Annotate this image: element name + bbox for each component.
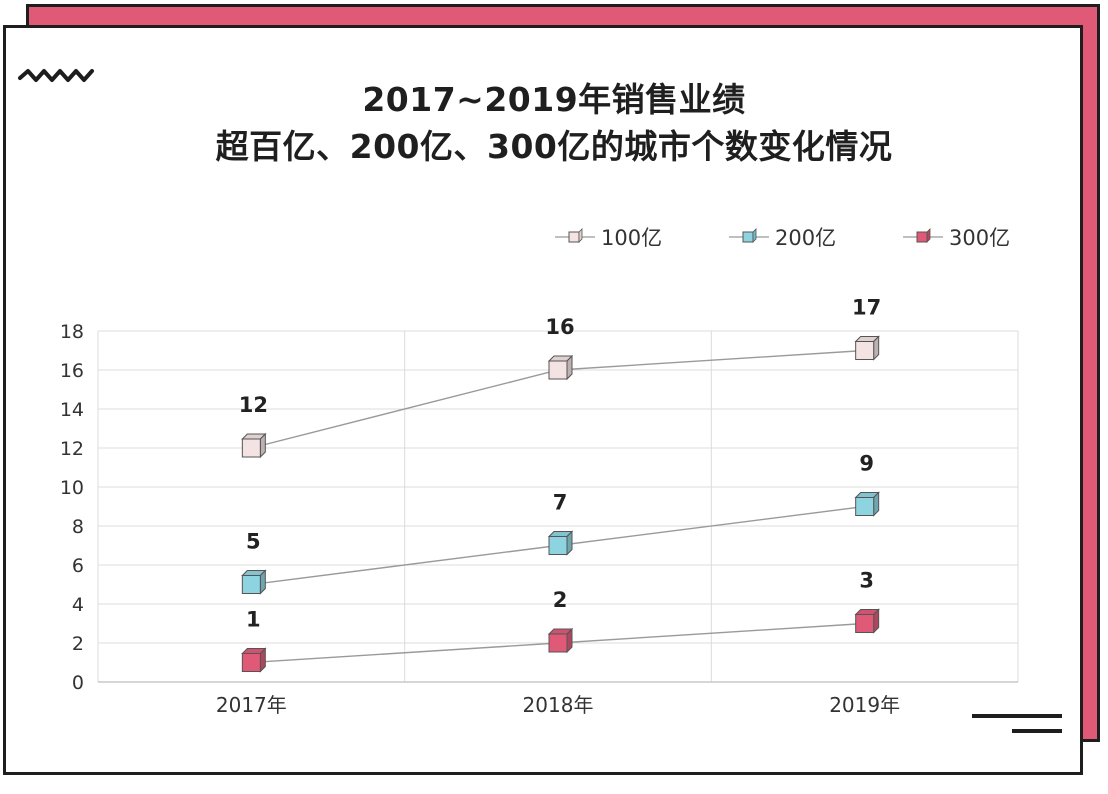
data-point bbox=[241, 438, 261, 458]
legend-marker-300-icon bbox=[903, 228, 943, 243]
data-label: 9 bbox=[859, 452, 874, 476]
data-point bbox=[548, 633, 568, 653]
data-point bbox=[855, 341, 875, 360]
data-point bbox=[548, 536, 568, 555]
data-label: 2 bbox=[553, 588, 568, 612]
data-label: 16 bbox=[545, 315, 574, 339]
data-label: 17 bbox=[852, 296, 881, 320]
y-tick-label: 16 bbox=[60, 360, 84, 382]
y-tick-label: 8 bbox=[72, 516, 84, 538]
data-label: 12 bbox=[239, 393, 268, 417]
y-tick-label: 12 bbox=[60, 438, 84, 460]
legend-label-100: 100亿 bbox=[601, 226, 663, 250]
x-tick-label: 2019年 bbox=[829, 693, 900, 717]
data-point bbox=[855, 614, 875, 633]
data-label: 5 bbox=[246, 530, 261, 554]
data-label: 1 bbox=[246, 608, 261, 632]
chart-title-line1: 2017~2019年销售业绩 bbox=[362, 80, 746, 119]
legend-item-300: 300亿 bbox=[903, 222, 1010, 252]
y-tick-label: 18 bbox=[60, 321, 84, 343]
y-tick-label: 6 bbox=[72, 555, 84, 577]
y-tick-label: 14 bbox=[60, 399, 84, 421]
data-point bbox=[548, 360, 568, 380]
data-label: 3 bbox=[859, 569, 874, 593]
legend-marker-100-icon bbox=[555, 228, 595, 243]
y-tick-label: 2 bbox=[72, 633, 84, 655]
x-tick-label: 2017年 bbox=[216, 693, 287, 717]
legend-label-200: 200亿 bbox=[775, 226, 837, 250]
data-point bbox=[855, 497, 875, 516]
x-tick-label: 2018年 bbox=[523, 693, 594, 717]
y-tick-label: 10 bbox=[60, 477, 84, 499]
double-line-icon bbox=[972, 714, 1062, 733]
data-point bbox=[241, 575, 261, 594]
y-tick-label: 0 bbox=[72, 672, 84, 694]
legend-marker-200-icon bbox=[729, 228, 769, 243]
legend-label-300: 300亿 bbox=[949, 226, 1011, 250]
chart-title-line2: 超百亿、200亿、300亿的城市个数变化情况 bbox=[215, 127, 893, 166]
legend-item-100: 100亿 bbox=[555, 222, 662, 252]
legend-item-200: 200亿 bbox=[729, 222, 836, 252]
data-label: 7 bbox=[553, 491, 568, 515]
chart-card bbox=[3, 25, 1083, 775]
data-point bbox=[241, 653, 261, 672]
y-tick-label: 4 bbox=[72, 594, 84, 616]
zigzag-icon bbox=[18, 69, 94, 82]
